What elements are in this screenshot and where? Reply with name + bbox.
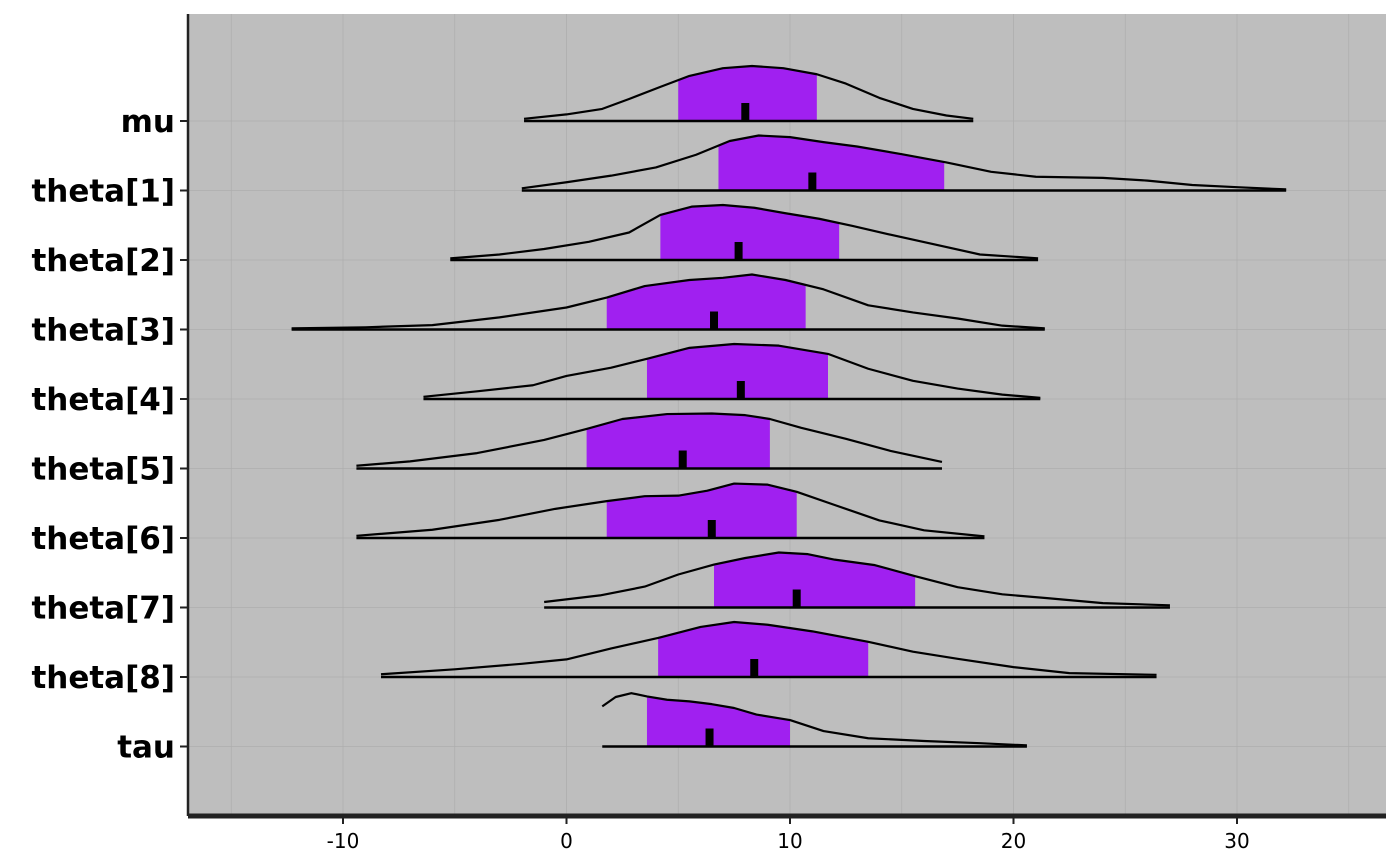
interval-area — [658, 622, 869, 677]
density-curve — [356, 482, 985, 538]
density-curve — [523, 64, 974, 120]
density-curve — [544, 551, 1170, 607]
interval-area — [718, 135, 945, 191]
y-tick-label: mu — [121, 104, 175, 140]
ridge-theta6 — [356, 482, 985, 540]
median-marker — [750, 659, 759, 677]
ridge-theta2 — [450, 203, 1039, 262]
interval-area — [586, 413, 770, 469]
ridge-theta5 — [356, 412, 943, 470]
ridge-theta1 — [521, 134, 1287, 192]
x-tick-label: 30 — [1224, 829, 1249, 853]
interval-area — [714, 552, 916, 608]
median-marker — [808, 172, 817, 191]
y-tick-label: theta[4] — [31, 382, 175, 418]
median-marker — [736, 381, 745, 399]
density-curve — [423, 342, 1041, 399]
y-tick-label: theta[7] — [31, 591, 175, 627]
x-tick-label: 20 — [1001, 829, 1026, 853]
density-curve — [380, 620, 1157, 676]
y-tick-label: theta[8] — [31, 660, 175, 696]
plot-panel — [188, 14, 1386, 816]
x-tick-label: -10 — [327, 829, 360, 853]
interval-area — [646, 344, 828, 399]
density-curve — [601, 692, 1027, 747]
median-marker — [705, 728, 714, 747]
y-tick-label: theta[5] — [31, 452, 175, 488]
median-marker — [707, 520, 716, 538]
interval-area — [606, 274, 806, 330]
ridge-theta4 — [423, 342, 1041, 401]
median-marker — [792, 589, 801, 608]
interval-area — [606, 483, 797, 538]
median-marker — [734, 242, 743, 260]
y-tick-label: theta[6] — [31, 521, 175, 557]
ridge-theta3 — [291, 273, 1045, 331]
ridge-mu — [523, 64, 974, 123]
ridge-theta8 — [380, 620, 1157, 679]
interval-area — [678, 66, 817, 121]
ridge-theta7 — [544, 551, 1170, 609]
density-curve — [521, 134, 1287, 191]
x-tick-label: 10 — [777, 829, 802, 853]
y-tick-label: theta[3] — [31, 313, 175, 349]
density-curve — [356, 412, 943, 467]
y-tick-label: theta[1] — [31, 174, 175, 210]
x-tick-label: 0 — [560, 829, 573, 853]
interval-area — [646, 696, 790, 747]
density-curve — [450, 203, 1039, 260]
interval-area — [660, 205, 840, 260]
ridge-tau — [601, 692, 1027, 748]
y-tick-label: tau — [117, 730, 175, 766]
y-tick-label: theta[2] — [31, 243, 175, 279]
median-marker — [678, 450, 687, 469]
median-marker — [741, 103, 750, 121]
density-curve — [291, 273, 1045, 330]
median-marker — [710, 311, 719, 330]
